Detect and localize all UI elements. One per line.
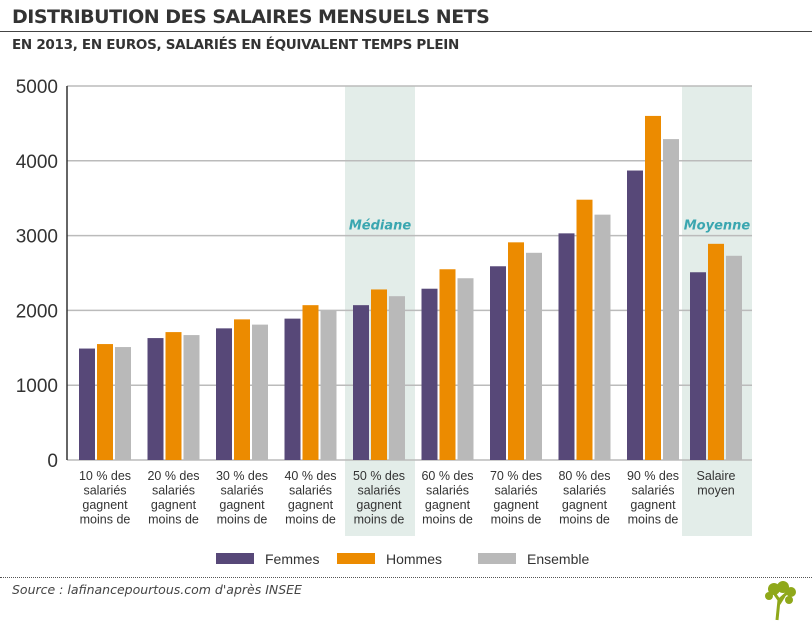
- title-divider: [0, 31, 812, 32]
- x-tick-label: salariés: [494, 484, 537, 498]
- y-tick-label: 1000: [16, 376, 58, 397]
- chart-title: DISTRIBUTION DES SALAIRES MENSUELS NETS: [12, 6, 490, 28]
- bar-femmes: [216, 328, 232, 460]
- x-tick-label: moins de: [559, 513, 610, 527]
- x-tick-label: salariés: [426, 484, 469, 498]
- bar-ensemble: [115, 347, 131, 460]
- x-tick-label: gagnent: [356, 498, 402, 512]
- bar-ensemble: [457, 278, 474, 460]
- x-tick-label: moins de: [354, 513, 405, 527]
- bar-ensemble: [726, 255, 742, 460]
- x-tick-label: moins de: [217, 513, 268, 527]
- x-tick-label: 40 % des: [284, 469, 336, 483]
- bar-ensemble: [252, 324, 268, 460]
- bar-femmes: [558, 233, 575, 460]
- bar-femmes: [690, 272, 706, 460]
- x-tick-label: gagnent: [493, 498, 539, 512]
- bar-hommes: [371, 289, 387, 460]
- x-tick-label: moins de: [80, 513, 131, 527]
- y-tick-label: 4000: [16, 152, 58, 173]
- x-tick-label: salariés: [563, 484, 606, 498]
- bar-hommes: [508, 242, 524, 460]
- bar-hommes: [708, 243, 724, 460]
- x-tick-label: gagnent: [82, 498, 128, 512]
- bar-ensemble: [663, 139, 679, 460]
- x-tick-label: gagnent: [562, 498, 608, 512]
- bar-femmes: [421, 288, 438, 460]
- x-tick-label: 50 % des: [353, 469, 405, 483]
- x-tick-label: salariés: [357, 484, 400, 498]
- highlight-label: Médiane: [349, 219, 412, 234]
- bar-hommes: [165, 332, 182, 460]
- bar-ensemble: [594, 214, 611, 460]
- x-tick-label: moins de: [148, 513, 199, 527]
- legend-label: Femmes: [265, 551, 319, 567]
- bar-ensemble: [320, 310, 337, 460]
- y-tick-label: 2000: [16, 301, 58, 322]
- bar-femmes: [627, 170, 643, 461]
- bar-femmes: [79, 348, 95, 460]
- bar-ensemble: [526, 252, 542, 460]
- bar-ensemble: [183, 335, 200, 460]
- x-tick-label: 60 % des: [421, 469, 473, 483]
- logo-leaf: [785, 596, 793, 604]
- logo-leaf: [765, 592, 773, 600]
- x-tick-label: gagnent: [425, 498, 471, 512]
- x-tick-label: salariés: [631, 484, 674, 498]
- source-note: Source : lafinancepourtous.com d'après I…: [12, 582, 302, 597]
- bar-ensemble: [389, 296, 405, 460]
- x-tick-label: 80 % des: [558, 469, 610, 483]
- x-tick-label: 30 % des: [216, 469, 268, 483]
- bar-femmes: [147, 338, 164, 460]
- bar-hommes: [576, 199, 593, 461]
- legend-swatch-ensemble: [478, 553, 516, 564]
- x-tick-label: salariés: [289, 484, 332, 498]
- highlight-label: Moyenne: [684, 219, 751, 234]
- bar-hommes: [439, 269, 456, 460]
- y-tick-label: 0: [47, 451, 58, 472]
- x-tick-label: 10 % des: [79, 469, 131, 483]
- x-tick-label: salariés: [220, 484, 263, 498]
- bar-femmes: [490, 266, 506, 460]
- bar-hommes: [302, 305, 319, 460]
- bar-femmes: [284, 318, 301, 460]
- logo-leaf: [777, 581, 789, 593]
- x-tick-label: salariés: [83, 484, 126, 498]
- x-tick-label: gagnent: [219, 498, 265, 512]
- footer-divider: [0, 577, 812, 578]
- bar-femmes: [353, 305, 369, 460]
- x-tick-label: salariés: [152, 484, 195, 498]
- bar-hommes: [234, 319, 250, 460]
- x-tick-label: gagnent: [151, 498, 197, 512]
- x-tick-label: Salaire: [697, 469, 736, 483]
- x-tick-label: 70 % des: [490, 469, 542, 483]
- legend-swatch-femmes: [216, 553, 254, 564]
- x-tick-label: gagnent: [288, 498, 334, 512]
- x-tick-label: 90 % des: [627, 469, 679, 483]
- y-tick-label: 5000: [16, 77, 58, 98]
- legend-label: Ensemble: [527, 551, 589, 567]
- bar-hommes: [645, 115, 661, 461]
- bar-hommes: [97, 344, 113, 460]
- legend-swatch-hommes: [337, 553, 375, 564]
- chart-subtitle: EN 2013, EN EUROS, SALARIÉS EN ÉQUIVALEN…: [12, 37, 459, 53]
- logo-leaf: [786, 587, 796, 597]
- x-tick-label: gagnent: [630, 498, 676, 512]
- y-tick-label: 3000: [16, 227, 58, 248]
- x-tick-label: moins de: [491, 513, 542, 527]
- logo-leaf: [768, 583, 780, 595]
- x-tick-label: moins de: [422, 513, 473, 527]
- x-tick-label: moins de: [285, 513, 336, 527]
- x-tick-label: 20 % des: [147, 469, 199, 483]
- legend-label: Hommes: [386, 551, 442, 567]
- x-tick-label: moins de: [628, 513, 679, 527]
- x-tick-label: moyen: [697, 484, 735, 498]
